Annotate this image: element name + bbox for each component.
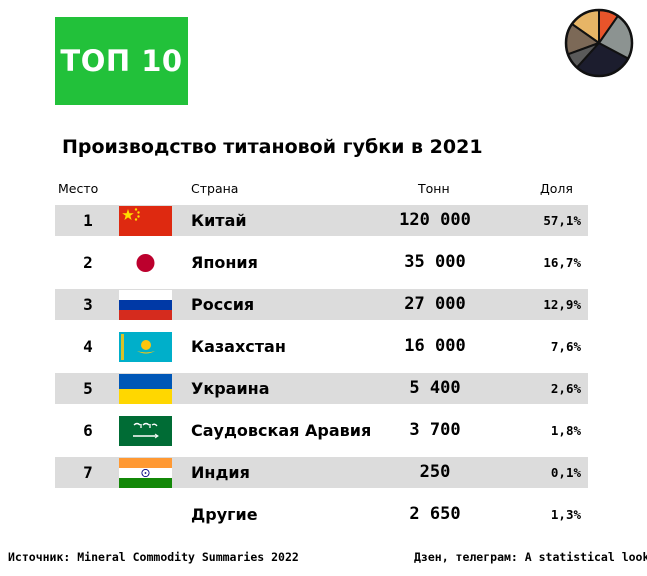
country-cell: Япония [191, 253, 258, 272]
table-row: 6 Саудовская Аравия 3 700 1,8% [55, 415, 588, 446]
rank-cell: 2 [83, 253, 93, 272]
header-tons: Тонн [418, 181, 450, 196]
kazakhstan-flag-icon [119, 332, 172, 362]
share-cell: 1,8% [550, 423, 581, 438]
pie-logo-outline [564, 8, 634, 78]
table-row: 5 Украина 5 400 2,6% [55, 373, 588, 404]
rank-cell: 7 [83, 463, 93, 482]
russia-flag-icon [119, 290, 172, 320]
tons-cell: 2 650 [409, 504, 461, 524]
country-cell: Саудовская Аравия [191, 421, 372, 440]
rank-cell: 4 [83, 337, 93, 356]
country-cell: Россия [191, 295, 255, 314]
rank-cell: 3 [83, 295, 93, 314]
table-row: 1 Китай 120 000 57,1% [55, 205, 588, 236]
tons-cell: 5 400 [409, 378, 461, 398]
country-cell: Индия [191, 463, 250, 482]
rank-cell: 5 [83, 379, 93, 398]
table-row: Другие 2 650 1,3% [55, 499, 588, 530]
ukraine-flag-icon [119, 374, 172, 404]
chart-title: Производство титановой губки в 2021 [62, 136, 483, 158]
share-cell: 0,1% [550, 465, 581, 480]
share-cell: 7,6% [550, 339, 581, 354]
header-country: Страна [191, 181, 239, 196]
tons-cell: 250 [419, 462, 451, 482]
share-cell: 2,6% [550, 381, 581, 396]
source-note: Источник: Mineral Commodity Summaries 20… [8, 550, 299, 564]
header-share: Доля [540, 181, 573, 196]
rank-cell: 1 [83, 211, 93, 230]
share-cell: 12,9% [543, 297, 581, 312]
table-row: 2 Япония 35 000 16,7% [55, 247, 588, 278]
india-flag-icon [119, 458, 172, 488]
table-row: 7 Индия 250 0,1% [55, 457, 588, 488]
country-cell: Китай [191, 211, 247, 230]
table-row: 3 Россия 27 000 12,9% [55, 289, 588, 320]
country-cell: Казахстан [191, 337, 286, 356]
tons-cell: 27 000 [404, 294, 466, 314]
badge-label: ТОП 10 [60, 44, 183, 78]
china-flag-icon [119, 206, 172, 236]
country-cell: Другие [191, 505, 258, 524]
credit-note: Дзен, телеграм: A statistical look [414, 550, 647, 564]
pie-logo-icon [564, 8, 634, 78]
tons-cell: 16 000 [404, 336, 466, 356]
tons-cell: 3 700 [409, 420, 461, 440]
share-cell: 1,3% [550, 507, 581, 522]
share-cell: 57,1% [543, 213, 581, 228]
rank-cell: 6 [83, 421, 93, 440]
saudi-arabia-flag-icon [119, 416, 172, 446]
japan-flag-icon [119, 248, 172, 278]
top-10-badge: ТОП 10 [55, 17, 188, 105]
tons-cell: 120 000 [399, 210, 471, 230]
share-cell: 16,7% [543, 255, 581, 270]
header-rank: Место [58, 181, 99, 196]
table-row: 4 Казахстан 16 000 7,6% [55, 331, 588, 362]
tons-cell: 35 000 [404, 252, 466, 272]
rank-cell [82, 499, 94, 530]
country-cell: Украина [191, 379, 270, 398]
